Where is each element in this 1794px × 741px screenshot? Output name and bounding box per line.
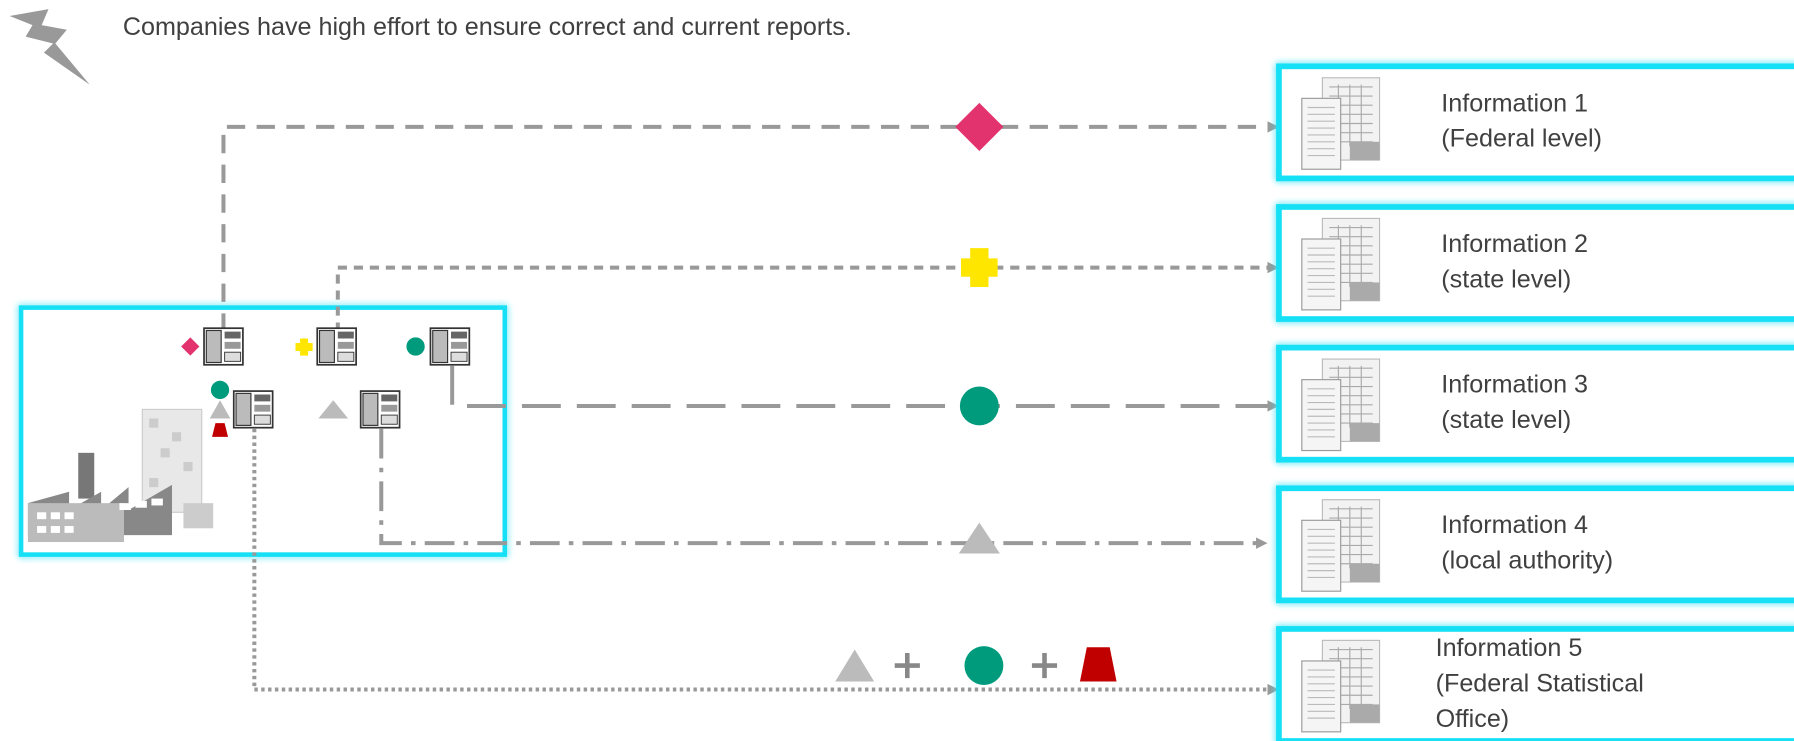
info-label: Information 3 bbox=[1441, 371, 1588, 399]
info-label: Information 1 bbox=[1441, 89, 1588, 117]
info-label: Information 4 bbox=[1441, 511, 1588, 539]
symbol-cross bbox=[961, 248, 998, 287]
server-icon bbox=[430, 328, 469, 365]
info-label: Information 2 bbox=[1441, 230, 1588, 258]
symbol-triangle bbox=[835, 650, 874, 682]
diagram: Companies have high effort to ensure cor… bbox=[0, 0, 1794, 741]
server-icon bbox=[204, 328, 243, 365]
server-icon bbox=[234, 391, 273, 428]
info-label: (state level) bbox=[1441, 265, 1571, 293]
symbol-triangle bbox=[959, 523, 1000, 554]
plus-sign bbox=[1032, 653, 1057, 678]
info-label: (Federal level) bbox=[1441, 125, 1602, 153]
lightning-icon bbox=[10, 9, 90, 84]
info-label: Information 5 bbox=[1436, 634, 1583, 662]
server-icon bbox=[317, 328, 356, 365]
plus-sign bbox=[895, 653, 920, 678]
server-icon bbox=[361, 391, 400, 428]
info-label: (local authority) bbox=[1441, 547, 1613, 575]
symbol-diamond bbox=[955, 103, 1003, 151]
header-text: Companies have high effort to ensure cor… bbox=[123, 13, 852, 41]
info-label: (state level) bbox=[1441, 406, 1571, 434]
symbol-circle bbox=[960, 387, 999, 426]
info-label: (Federal Statistical bbox=[1436, 670, 1644, 698]
symbol-circle bbox=[211, 381, 229, 399]
symbol-circle bbox=[406, 337, 424, 355]
info-label: Office) bbox=[1436, 705, 1510, 733]
page: Companies have high effort to ensure cor… bbox=[0, 0, 1794, 741]
symbol-trapezoid bbox=[1080, 647, 1117, 681]
symbol-circle bbox=[964, 646, 1003, 685]
